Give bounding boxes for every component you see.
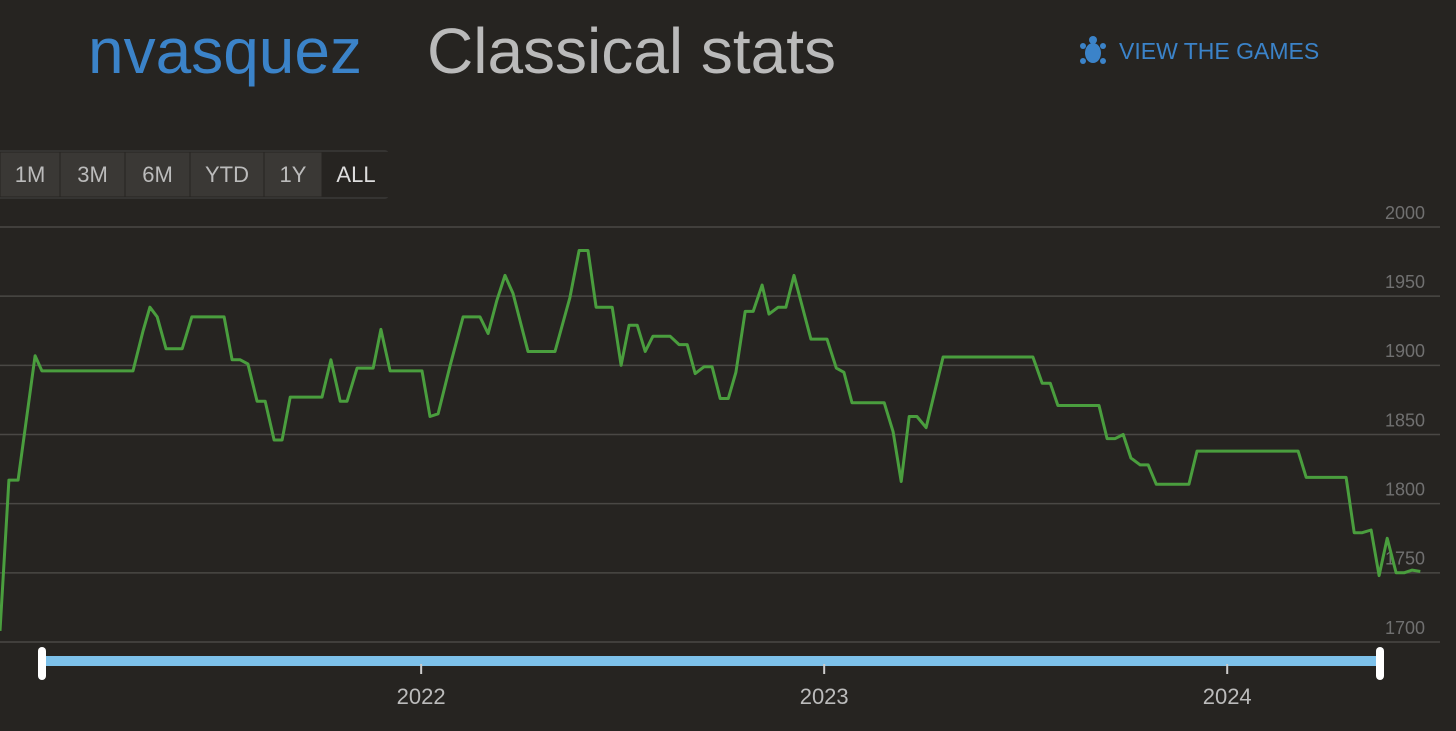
range-button-label[interactable]: ALL (336, 162, 375, 187)
range-button-label[interactable]: 6M (142, 162, 173, 187)
range-button-label[interactable]: 1Y (280, 162, 307, 187)
x-tick-label: 2022 (397, 684, 446, 709)
y-tick-label: 1700 (1385, 618, 1425, 638)
username: nvasquez (88, 15, 362, 87)
view-games-link[interactable]: VIEW THE GAMES (1080, 36, 1319, 64)
x-tick-label: 2024 (1203, 684, 1252, 709)
turtle-icon (1080, 36, 1106, 64)
navigator-range (42, 656, 1380, 666)
y-tick-label: 1950 (1385, 272, 1425, 292)
y-tick-label: 1800 (1385, 479, 1425, 499)
page-title: Classical stats (427, 15, 836, 87)
range-button-bg[interactable] (189, 151, 265, 198)
x-tick-label: 2023 (800, 684, 849, 709)
range-button[interactable]: YTD (189, 151, 265, 198)
range-button-label[interactable]: YTD (205, 162, 249, 187)
view-games[interactable]: VIEW THE GAMES (1119, 38, 1319, 64)
navigator-handle[interactable] (38, 647, 46, 680)
range-button-label[interactable]: 1M (15, 162, 46, 187)
range-button[interactable]: 1M (0, 151, 61, 198)
range-button[interactable]: 6M (124, 151, 191, 198)
rating-line (0, 249, 1421, 631)
y-tick-label: 1900 (1385, 341, 1425, 361)
navigator-handle[interactable] (1376, 647, 1384, 680)
range-button-label[interactable]: 3M (77, 162, 108, 187)
range-button[interactable]: 3M (59, 151, 126, 198)
range-button-bg[interactable] (321, 151, 391, 198)
range-button[interactable]: 1Y (263, 151, 323, 198)
y-tick-label: 1850 (1385, 410, 1425, 430)
range-button[interactable]: ALL (321, 151, 391, 198)
y-tick-label: 2000 (1385, 203, 1425, 223)
range-button-bg[interactable] (263, 151, 323, 198)
